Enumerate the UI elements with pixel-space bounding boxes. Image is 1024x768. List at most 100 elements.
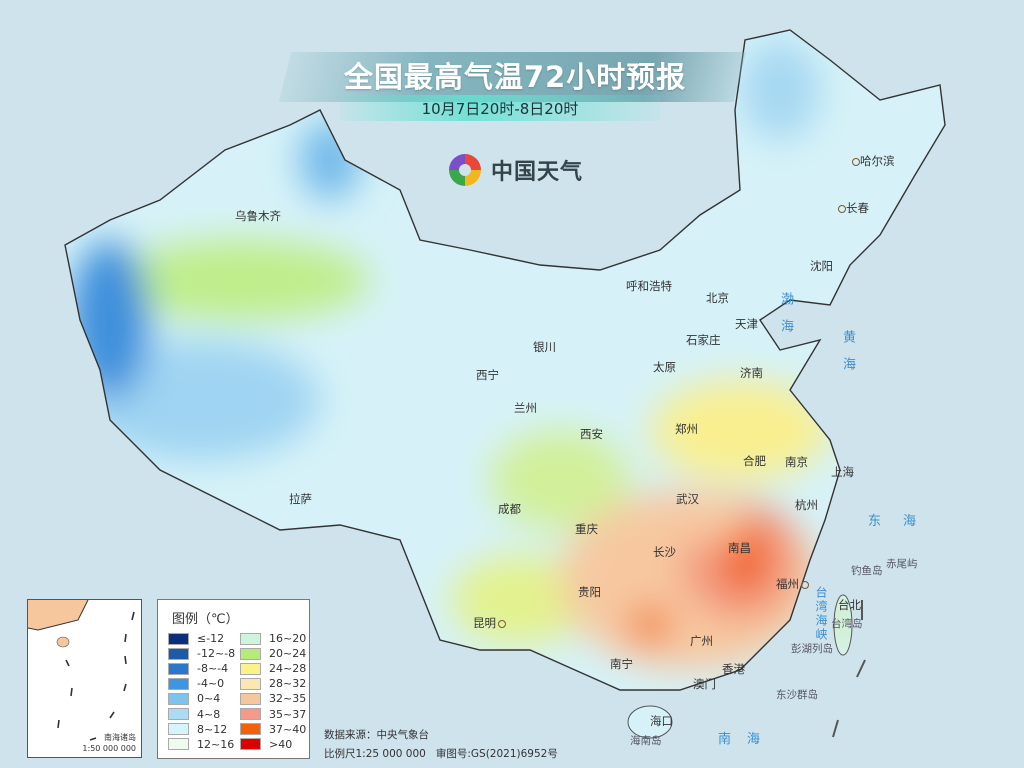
city-label: 南昌 xyxy=(728,541,751,555)
south-china-sea-inset: 南海诸岛 1:50 000 000 xyxy=(27,599,142,758)
legend-label: 8~12 xyxy=(197,722,228,736)
island-diaoyudao: 钓鱼岛 xyxy=(851,565,883,577)
legend-label: 37~40 xyxy=(269,722,307,736)
city-label: 台北 xyxy=(838,598,861,612)
city-guangzhou: 广州 xyxy=(690,633,713,649)
city-changsha: 长沙 xyxy=(653,544,676,560)
legend-item: 8~12 xyxy=(168,722,235,737)
city-label: 合肥 xyxy=(743,454,766,468)
legend-title: 图例（℃） xyxy=(172,612,239,627)
city-marker-icon xyxy=(498,620,506,628)
city-hefei: 合肥 xyxy=(743,453,766,469)
logo-text: 中国天气 xyxy=(491,160,584,185)
city-shanghai: 上海 xyxy=(831,464,854,480)
city-tianjin: 天津 xyxy=(735,316,758,332)
legend-column-cold: ≤-12 -12~-8 -8~-4 -4~0 0~4 4~8 8~12 12~16 xyxy=(168,631,235,752)
island-dongsha: 东沙群岛 xyxy=(776,689,818,701)
city-label: 杭州 xyxy=(795,498,818,512)
city-guiyang: 贵阳 xyxy=(578,584,601,600)
city-xining: 西宁 xyxy=(476,367,499,383)
city-changchun: 长春 xyxy=(836,200,869,216)
city-nanning: 南宁 xyxy=(610,656,633,672)
legend-swatch xyxy=(168,723,189,736)
island-taiwan: 台湾岛 xyxy=(831,618,863,630)
city-label: 石家庄 xyxy=(686,333,721,347)
city-label: 郑州 xyxy=(675,422,698,436)
city-taipei: 台北 xyxy=(838,597,861,613)
city-label: 沈阳 xyxy=(810,259,833,273)
city-label: 广州 xyxy=(690,634,713,648)
legend-label: >40 xyxy=(269,737,293,751)
legend-label: 12~16 xyxy=(197,737,235,751)
legend-label: 28~32 xyxy=(269,677,307,691)
legend-swatch xyxy=(240,647,261,660)
city-marker-icon xyxy=(838,205,846,213)
city-label: 呼和浩特 xyxy=(626,279,672,293)
sea-donghai: 东海 xyxy=(868,514,939,529)
sea-taiwan-strait: 台湾海峡 xyxy=(814,586,828,642)
page-title: 全国最高气温72小时预报 xyxy=(343,60,687,94)
legend-item: 16~20 xyxy=(240,631,306,646)
city-label: 太原 xyxy=(653,360,676,374)
city-marker-icon xyxy=(852,158,860,166)
city-label: 长沙 xyxy=(653,545,676,559)
legend-label: 4~8 xyxy=(197,707,221,721)
city-shenyang: 沈阳 xyxy=(810,258,833,274)
city-label: 成都 xyxy=(498,502,521,516)
island-hainan: 海南岛 xyxy=(630,735,662,747)
legend-label: -8~-4 xyxy=(197,662,229,676)
legend-label: 35~37 xyxy=(269,707,307,721)
city-label: 天津 xyxy=(735,317,758,331)
city-hohhot: 呼和浩特 xyxy=(626,278,672,294)
legend: 图例（℃） ≤-12 -12~-8 -8~-4 -4~0 0~4 4~8 8~12 12~16… xyxy=(157,599,310,759)
legend-item: 20~24 xyxy=(240,646,306,661)
legend-swatch xyxy=(240,738,261,751)
legend-column-warm: 16~20 20~24 24~28 28~32 32~35 35~37 37~40 >40 xyxy=(240,631,306,752)
legend-item: ≤-12 xyxy=(168,631,235,646)
city-label: 武汉 xyxy=(676,492,699,506)
legend-label: -12~-8 xyxy=(197,647,236,661)
legend-swatch xyxy=(240,692,261,705)
city-fuzhou: 福州 xyxy=(776,576,809,592)
city-label: 长春 xyxy=(846,201,869,215)
city-beijing: 北京 xyxy=(706,290,729,306)
city-label: 银川 xyxy=(533,340,556,354)
city-label: 济南 xyxy=(740,366,763,380)
legend-swatch xyxy=(240,708,261,721)
city-taiyuan: 太原 xyxy=(653,359,676,375)
city-label: 北京 xyxy=(706,291,729,305)
sea-bohai: 渤海 xyxy=(778,292,793,346)
legend-item: 4~8 xyxy=(168,706,235,721)
city-label: 兰州 xyxy=(514,401,537,415)
legend-swatch xyxy=(168,647,189,660)
city-chongqing: 重庆 xyxy=(575,521,598,537)
island-penghu: 彭湖列岛 xyxy=(791,643,833,655)
city-shijiazhuang: 石家庄 xyxy=(686,332,721,348)
city-label: 乌鲁木齐 xyxy=(235,209,281,223)
legend-label: 24~28 xyxy=(269,662,307,676)
city-label: 拉萨 xyxy=(289,492,312,506)
legend-swatch xyxy=(240,723,261,736)
city-label: 香港 xyxy=(722,662,745,676)
sea-huanghai: 黄海 xyxy=(840,330,855,384)
legend-item: 0~4 xyxy=(168,691,235,706)
city-label: 海口 xyxy=(650,714,673,728)
legend-item: >40 xyxy=(240,737,306,752)
city-zhengzhou: 郑州 xyxy=(675,421,698,437)
legend-swatch xyxy=(240,662,261,675)
legend-item: -4~0 xyxy=(168,676,235,691)
legend-swatch xyxy=(168,738,189,751)
legend-swatch xyxy=(168,632,189,645)
legend-label: 32~35 xyxy=(269,692,307,706)
city-harbin: 哈尔滨 xyxy=(850,153,895,169)
city-hangzhou: 杭州 xyxy=(795,497,818,513)
city-lhasa: 拉萨 xyxy=(289,491,312,507)
legend-swatch xyxy=(240,632,261,645)
city-label: 上海 xyxy=(831,465,854,479)
legend-swatch xyxy=(168,662,189,675)
city-label: 澳门 xyxy=(693,677,716,691)
city-wuhan: 武汉 xyxy=(676,491,699,507)
city-label: 昆明 xyxy=(473,616,496,630)
legend-item: 35~37 xyxy=(240,706,306,721)
city-label: 南宁 xyxy=(610,657,633,671)
